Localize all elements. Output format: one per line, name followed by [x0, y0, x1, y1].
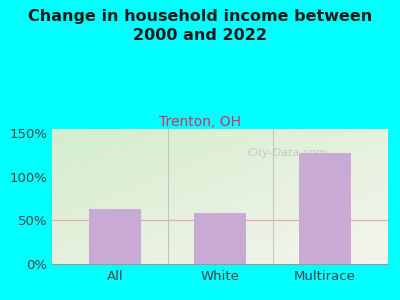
- Text: Trenton, OH: Trenton, OH: [159, 116, 241, 130]
- Text: Change in household income between
2000 and 2022: Change in household income between 2000 …: [28, 9, 372, 43]
- Bar: [194, 213, 246, 264]
- Text: City-Data.com: City-Data.com: [248, 148, 327, 158]
- Bar: [299, 153, 351, 264]
- Bar: [89, 209, 141, 264]
